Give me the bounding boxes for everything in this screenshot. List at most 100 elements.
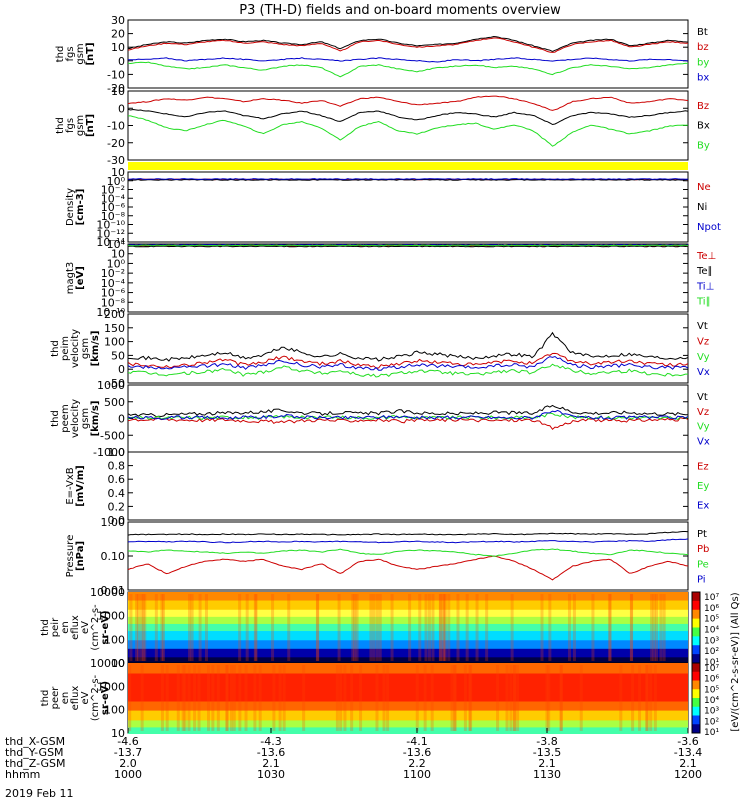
colorbar-tick: 10⁶ (704, 604, 719, 614)
heat-band (128, 601, 688, 611)
heat-streak (559, 665, 562, 731)
y-tick-label: 1.00 (101, 516, 126, 529)
series-group (128, 406, 688, 430)
y-tick-label: -500 (100, 429, 125, 442)
colorbar-cell (692, 663, 700, 672)
legend-entry: Pi (697, 574, 706, 585)
legend-entry: Vy (697, 352, 710, 363)
heat-streak (516, 665, 519, 731)
heat-streak (287, 594, 290, 661)
panel-3: 10⁲10⁰10⁻²10⁻⁴10⁻⁶10⁻⁸10⁻¹⁰10⁻¹²10⁻¹⁴Den… (65, 166, 721, 249)
legend-entry: Vy (697, 422, 710, 433)
legend-entry: Ex (697, 501, 709, 512)
heat-streak (663, 594, 666, 661)
series-line-4 (128, 357, 688, 371)
legend-entry: Vx (697, 437, 710, 448)
colorbar-cell (692, 724, 700, 733)
colorbar-tick: 10² (704, 717, 719, 727)
chart-title: P3 (TH-D) fields and on-board moments ov… (239, 3, 561, 18)
series-line-3 (128, 62, 688, 77)
heat-streak (316, 594, 319, 661)
series-line-1 (128, 333, 688, 361)
y-tick-label: -20 (107, 137, 125, 150)
colorbar-tick: 10² (704, 647, 719, 657)
series-group (128, 532, 688, 580)
colorbar-tick: 10³ (704, 707, 719, 717)
panel-9: 10000100010010thd peir en eflux eV (cm^2-s-sr… (40, 586, 688, 670)
colorbar-cell (692, 689, 700, 698)
panel-frame (128, 522, 688, 590)
heat-streak (418, 594, 421, 661)
legend-entry: Vz (697, 337, 709, 348)
series-line-3 (128, 116, 688, 146)
legend-entry: Vx (697, 367, 710, 378)
heat-streak (350, 665, 353, 731)
legend-entry: Ni (697, 202, 707, 213)
panel-frame (128, 244, 688, 312)
y-axis-label: [eV] (75, 266, 86, 290)
y-axis-label: [cm-3] (75, 189, 86, 226)
heat-streak (238, 594, 241, 661)
heat-streak (431, 665, 434, 731)
heat-streak (217, 665, 220, 731)
colorbar-tick: 10¹ (704, 728, 719, 738)
panel-2: 100-10-20-30thd fgs gsm [nT]BzBxBy (55, 85, 710, 167)
heat-streak (160, 594, 163, 661)
y-axis-label: [km/s] (90, 331, 101, 367)
series-line-1 (128, 96, 688, 110)
x-row-value: 1130 (533, 768, 561, 781)
heat-streak (187, 665, 190, 731)
legend-entry: Bx (697, 121, 710, 132)
colorbar-tick: 10³ (704, 636, 719, 646)
colorbar-cell (692, 645, 700, 654)
heat-streak (580, 665, 583, 731)
panel-4: 10⁴10⁲10⁰10⁻²10⁻⁴10⁻⁶10⁻⁸10⁻¹⁰ magt3 [eV] T… (65, 238, 716, 319)
legend-entry: Pe (697, 559, 709, 570)
heat-streak (547, 665, 550, 731)
legend-entry: Ey (697, 481, 709, 492)
x-row-value: 1000 (114, 768, 142, 781)
series-line-2 (128, 109, 688, 124)
legend-entry: by (697, 57, 709, 68)
series-line-2 (128, 556, 688, 580)
heat-streak (408, 594, 411, 661)
heat-streak (619, 665, 622, 731)
legend-entry: Vt (697, 392, 708, 403)
y-tick-label: 500 (104, 396, 125, 409)
heat-streak (631, 665, 634, 731)
series-line-3 (128, 549, 688, 556)
heat-streak (225, 665, 228, 731)
heat-streak (188, 594, 191, 661)
series-group (128, 179, 688, 181)
heat-streak (283, 665, 286, 731)
legend-entry: By (697, 140, 710, 151)
y-tick-label: 10 (111, 85, 125, 98)
colorbar-cell (692, 601, 700, 610)
heat-streak (383, 665, 386, 731)
panel-7: 1.00.80.60.40.20.0 E=-VxB [mV/m] Ez Ey Ex (65, 446, 709, 527)
heat-streak (375, 665, 378, 731)
heat-streak (230, 665, 233, 731)
heat-streak (155, 594, 158, 661)
y-tick-label: 50 (111, 349, 125, 362)
y-axis-label: [nPa] (75, 541, 86, 571)
heat-streak (511, 594, 514, 661)
heat-streak (356, 594, 359, 661)
y-tick-label: 0 (118, 413, 125, 426)
panel-5: 200150100500-50 thd peim velocity gsm [km/s] V… (50, 308, 710, 390)
heat-streak (128, 665, 131, 731)
heat-streak (141, 665, 144, 731)
colorbar-cell (692, 628, 700, 637)
heat-streak (469, 665, 472, 731)
heat-streak (369, 594, 372, 661)
heat-streak (386, 665, 389, 731)
colorbar-cell (692, 610, 700, 619)
heat-band (128, 631, 688, 641)
heat-streak (464, 665, 467, 731)
panel-frame (128, 452, 688, 520)
heat-streak (245, 665, 248, 731)
x-axis-labels: thd_X-GSM -4.6 -4.3 -4.1 -3.8 -3.6thd_Y-GSM -1… (5, 728, 702, 781)
heat-streak (485, 594, 488, 661)
series-line-1 (128, 37, 688, 52)
legend-entry: Ti∥ (696, 296, 711, 307)
